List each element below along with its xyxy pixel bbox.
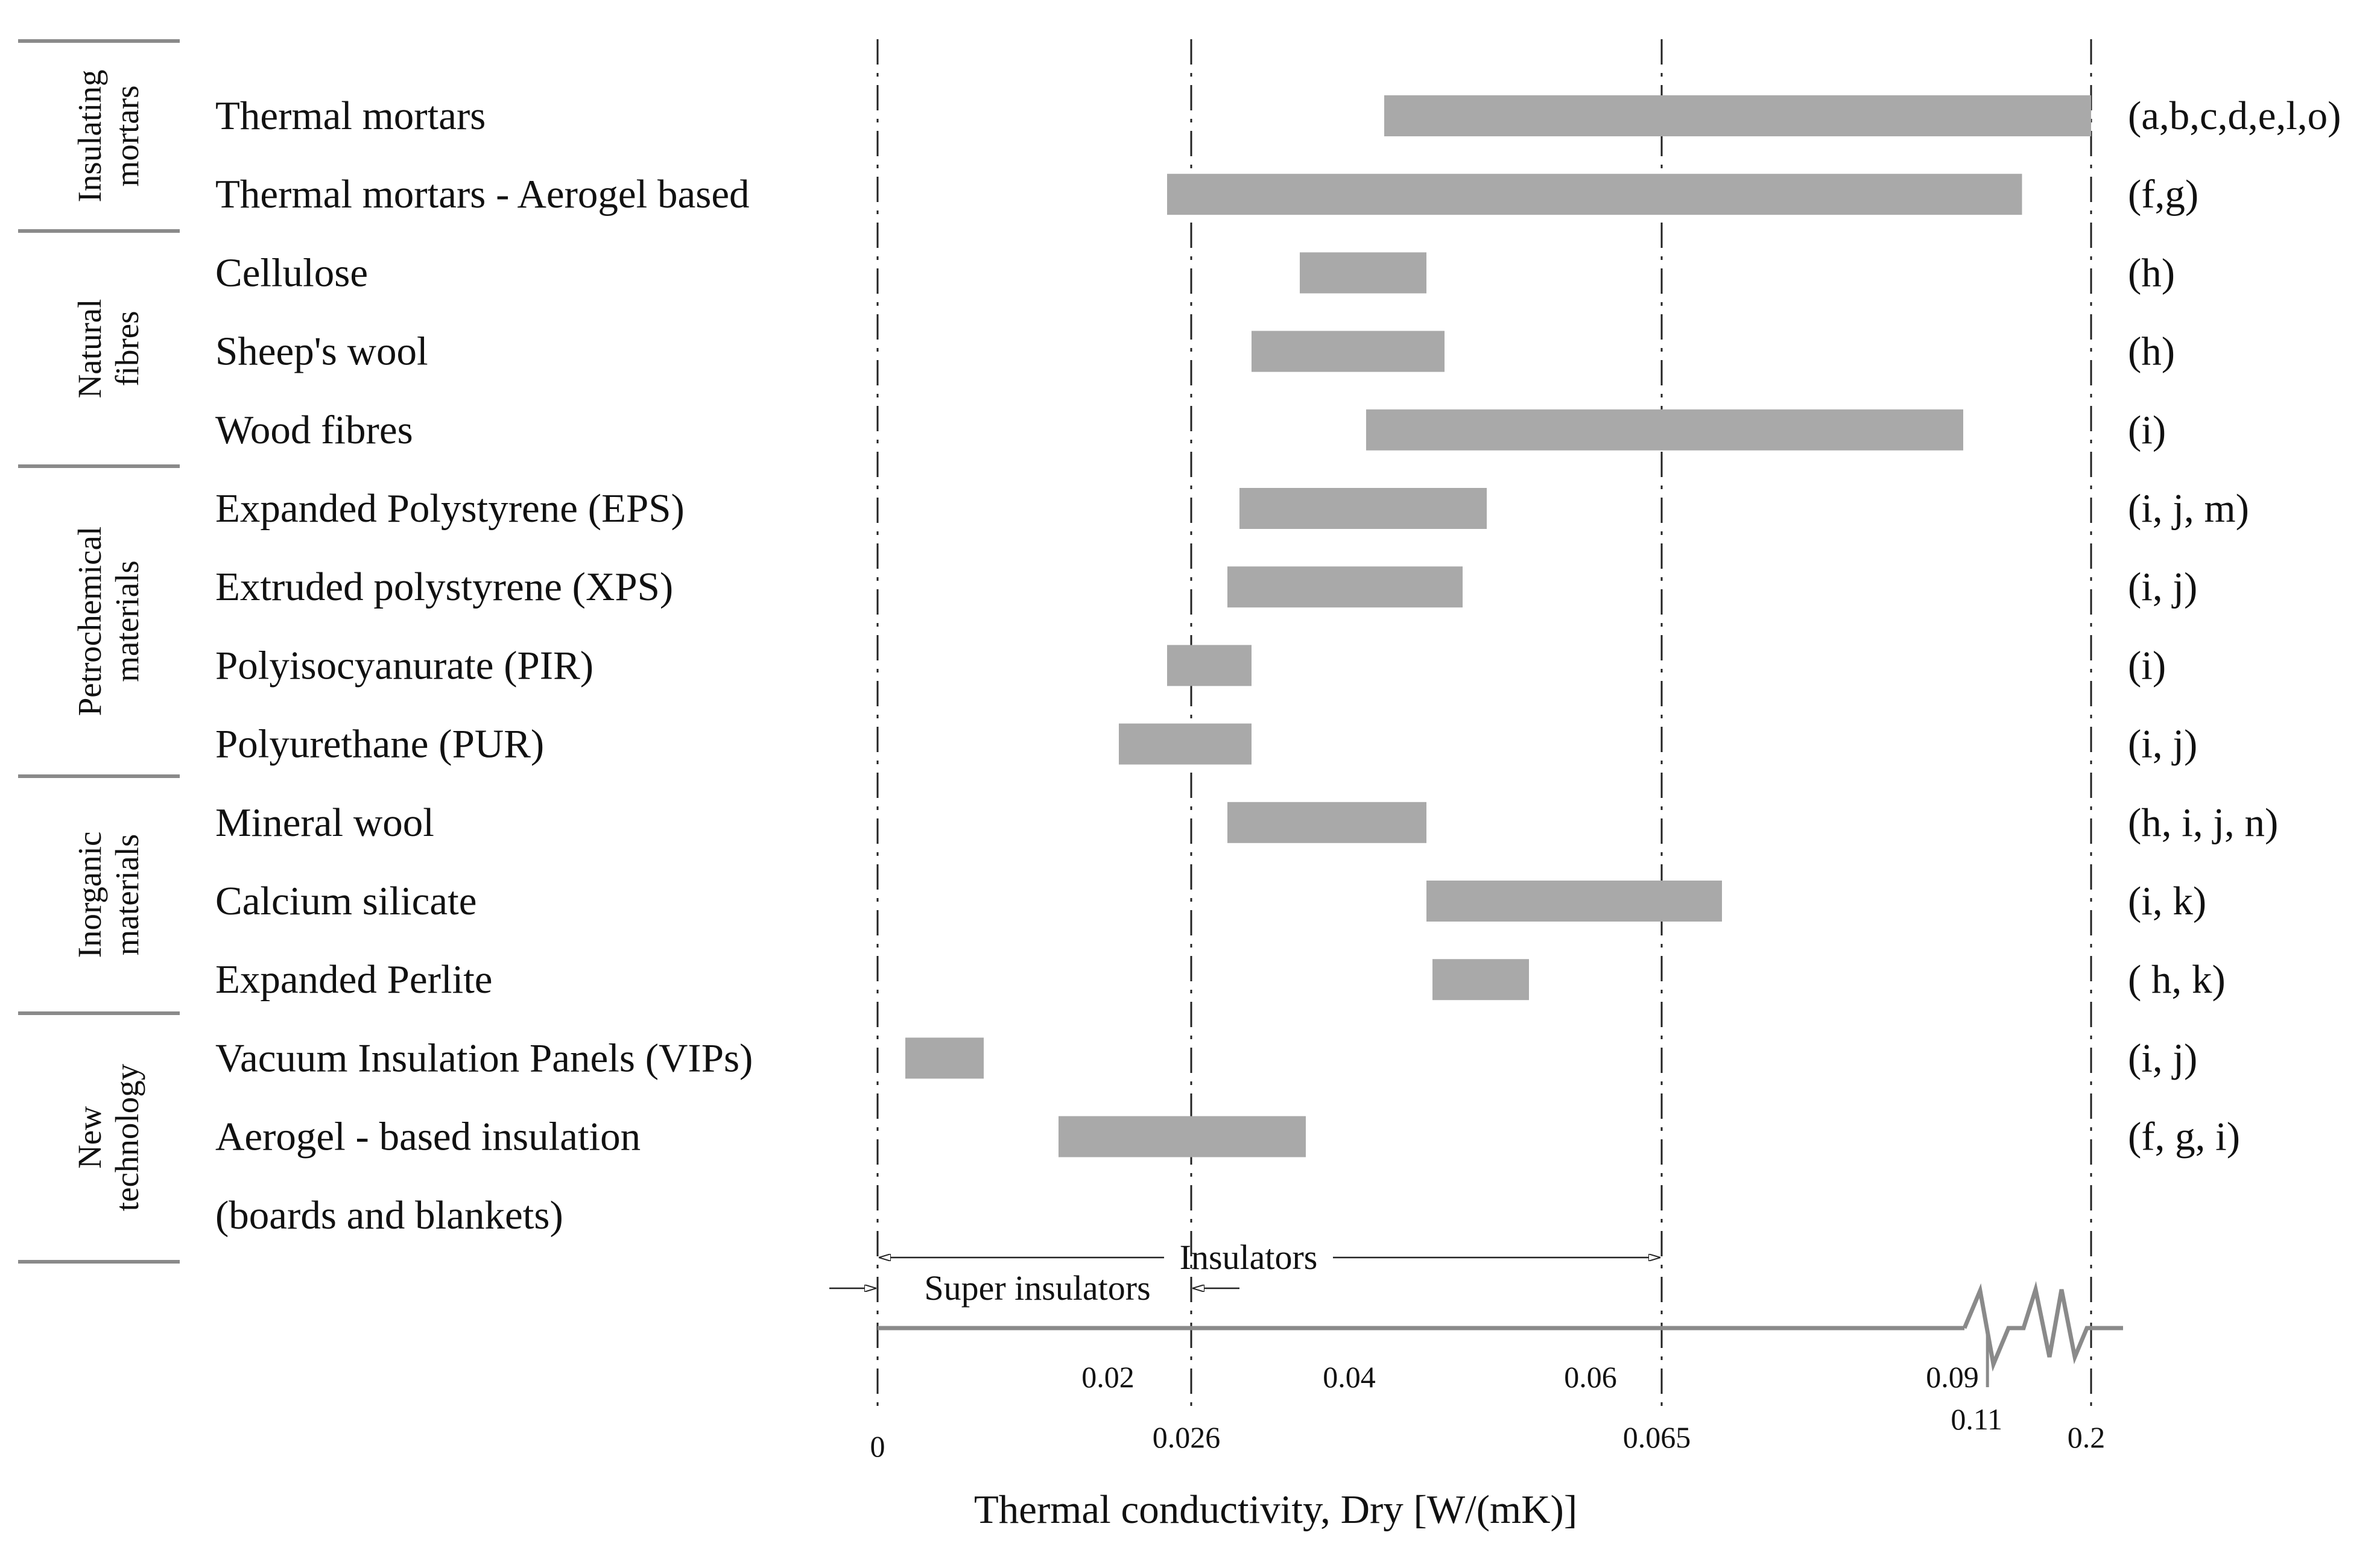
category-label: Polyurethane (PUR) xyxy=(215,722,544,767)
tick-label: 0 xyxy=(870,1429,885,1463)
reference-label: (i, j) xyxy=(2128,1036,2197,1080)
group-label: Newtechnology xyxy=(71,1063,145,1211)
super-insulators-label: Super insulators xyxy=(924,1268,1150,1308)
group-label: Petrochemicalmaterials xyxy=(71,527,145,717)
range-bar xyxy=(905,1037,984,1079)
group-label: Naturalfibres xyxy=(71,299,145,399)
tick-label: 0.02 xyxy=(1081,1360,1135,1394)
group-layer: Insulatingmortars Naturalfibres Petrochemi… xyxy=(18,39,180,1264)
reference-label: (f, g, i) xyxy=(2128,1115,2240,1159)
group-label-line: Insulating xyxy=(71,70,108,203)
x-axis-title: Thermal conductivity, Dry [W/(mK)] xyxy=(974,1487,1577,1532)
reference-label: (h, i, j, n) xyxy=(2128,800,2278,845)
tick-label: 0.11 xyxy=(1951,1402,2002,1436)
bars-layer xyxy=(905,95,2091,1157)
insulators-label: Insulators xyxy=(1180,1238,1318,1277)
range-bar xyxy=(1432,959,1529,1001)
tick-label: 0.06 xyxy=(1564,1360,1617,1394)
group-label-line: Natural xyxy=(71,299,108,399)
tick-label: 0.04 xyxy=(1323,1360,1376,1394)
reference-label: (i, j) xyxy=(2128,565,2197,609)
category-label: Mineral wool xyxy=(215,800,434,845)
reference-label: (i, j, m) xyxy=(2128,486,2249,531)
category-label: Expanded Polystyrene (EPS) xyxy=(215,486,685,531)
reference-label: ( h, k) xyxy=(2128,957,2226,1002)
reference-label: (h) xyxy=(2128,250,2175,295)
tick-label: 0.065 xyxy=(1623,1420,1691,1454)
category-label: Aerogel - based insulation xyxy=(215,1115,641,1159)
tick-label: 0.026 xyxy=(1153,1420,1221,1454)
group-label-line: fibres xyxy=(109,311,145,386)
group-label-line: New xyxy=(71,1106,108,1169)
range-bar xyxy=(1167,645,1252,686)
reference-label: (h) xyxy=(2128,329,2175,374)
range-bar xyxy=(1366,409,1963,451)
tick-label: 0.09 xyxy=(1926,1360,1979,1394)
reference-label: (i, j) xyxy=(2128,722,2197,767)
category-label: Polyisocyanurate (PIR) xyxy=(215,643,593,688)
range-bar xyxy=(1426,881,1722,922)
category-labels-layer: Thermal mortars Thermal mortars - Aerogel… xyxy=(215,93,753,1238)
range-bar xyxy=(1300,252,1426,294)
group-label-line: technology xyxy=(109,1063,145,1211)
reference-label: (i) xyxy=(2128,408,2166,452)
group-label-line: materials xyxy=(109,834,145,956)
range-bar xyxy=(1252,331,1445,372)
group-label-line: Petrochemical xyxy=(71,527,108,717)
range-bar xyxy=(1239,488,1487,529)
reference-label: (i, k) xyxy=(2128,879,2206,923)
category-label: Calcium silicate xyxy=(215,879,477,923)
group-label-line: materials xyxy=(109,560,145,682)
reference-lines-layer xyxy=(876,39,2092,1411)
category-label: (boards and blankets) xyxy=(215,1193,563,1238)
range-bar xyxy=(1384,95,2091,136)
category-label: Thermal mortars xyxy=(215,93,486,138)
tick-label: 0.2 xyxy=(2068,1420,2106,1454)
group-label: Insulatingmortars xyxy=(71,70,145,203)
category-label: Vacuum Insulation Panels (VIPs) xyxy=(215,1036,753,1080)
category-label: Sheep's wool xyxy=(215,329,428,374)
reference-label: (f,g) xyxy=(2128,172,2198,217)
references-layer: (a,b,c,d,e,l,o) (f,g) (h) (h) (i) (i, j, m) (i… xyxy=(2128,93,2341,1159)
reference-label: (a,b,c,d,e,l,o) xyxy=(2128,93,2341,138)
range-bar xyxy=(1227,566,1463,608)
range-bar xyxy=(1119,723,1252,765)
range-bar xyxy=(1167,174,2022,215)
group-label-line: mortars xyxy=(109,85,145,186)
category-label: Cellulose xyxy=(215,250,368,295)
group-label: Inorganicmaterials xyxy=(71,832,145,958)
range-bar xyxy=(1059,1116,1306,1157)
group-label-line: Inorganic xyxy=(71,832,108,958)
category-label: Wood fibres xyxy=(215,408,413,452)
category-label: Expanded Perlite xyxy=(215,957,493,1002)
category-label: Thermal mortars - Aerogel based xyxy=(215,172,750,217)
range-bar xyxy=(1227,802,1426,843)
category-label: Extruded polystyrene (XPS) xyxy=(215,565,673,609)
reference-label: (i) xyxy=(2128,643,2166,688)
